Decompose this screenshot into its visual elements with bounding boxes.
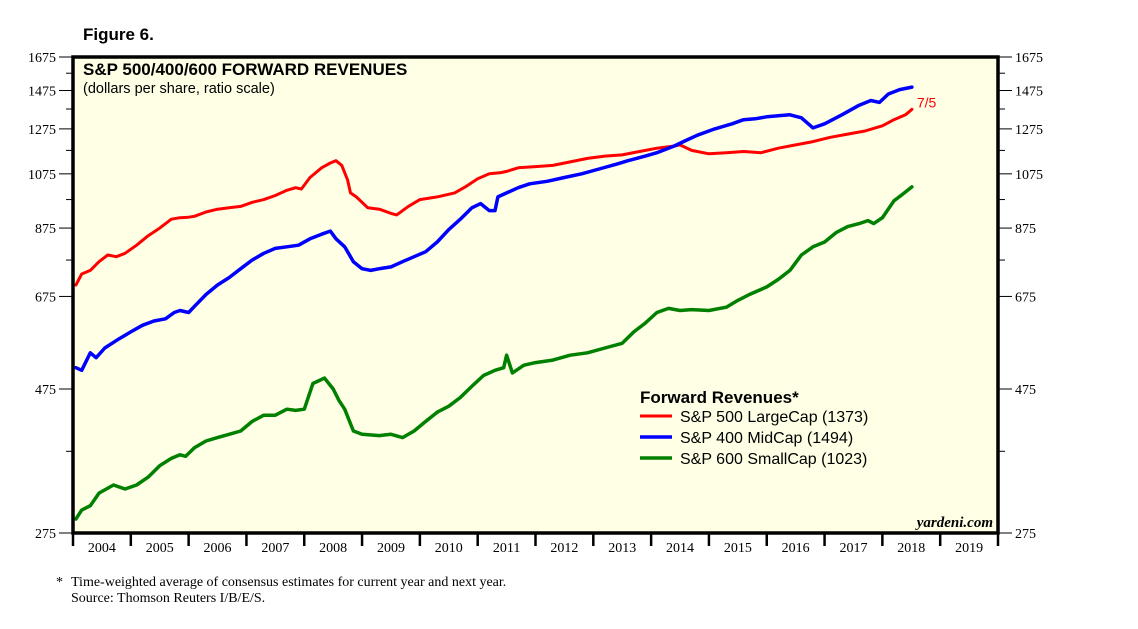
y-tick-label-right: 1075 (1015, 168, 1043, 183)
y-tick-label-left: 1675 (28, 51, 56, 66)
x-tick-label: 2014 (666, 541, 694, 556)
footnote-line-1: Time-weighted average of consensus estim… (71, 575, 506, 590)
y-tick-label-left: 475 (35, 383, 56, 398)
x-tick-label: 2013 (608, 541, 636, 556)
series-line-midcap (74, 85, 914, 373)
legend-label-smallcap: S&P 600 SmallCap (1023) (680, 451, 867, 468)
brand-watermark: yardeni.com (915, 515, 993, 531)
legend: Forward Revenues* S&P 500 LargeCap (1373… (640, 388, 868, 468)
legend-label-largecap: S&P 500 LargeCap (1373) (680, 409, 868, 426)
x-axis: 2004 2005 2006 2007 2008 2009 2010 2011 2012 2013… (71, 533, 1000, 556)
y-tick-label-left: 675 (35, 290, 56, 305)
y-tick-label-right: 475 (1015, 383, 1036, 398)
figure-label: Figure 6. (83, 25, 154, 44)
series-line-smallcap (74, 185, 914, 521)
y-tick-label-left: 1275 (28, 123, 56, 138)
x-tick-label: 2004 (88, 541, 116, 556)
y-tick-label-right: 675 (1015, 290, 1036, 305)
y-axis-right: 275 475 675 875 1075 1275 1475 1675 (998, 51, 1043, 542)
x-tick-label: 2016 (782, 541, 810, 556)
end-date-label: 7/5 (917, 94, 937, 110)
x-tick-label: 2007 (261, 541, 289, 556)
x-tick-label: 2006 (204, 541, 232, 556)
chart-title: S&P 500/400/600 FORWARD REVENUES (83, 60, 407, 79)
y-tick-label-left: 875 (35, 222, 56, 237)
y-tick-label-left: 275 (35, 527, 56, 542)
y-tick-label-right: 275 (1015, 527, 1036, 542)
x-tick-label: 2008 (319, 541, 347, 556)
series-layer (74, 85, 914, 521)
y-tick-label-right: 1275 (1015, 123, 1043, 138)
x-tick-label: 2012 (550, 541, 578, 556)
x-tick-label: 2019 (955, 541, 983, 556)
x-tick-label: 2010 (435, 541, 463, 556)
y-axis-left: 275 475 675 875 1075 1275 1475 1675 (28, 51, 73, 542)
series-line-largecap (74, 107, 914, 287)
x-tick-label: 2009 (377, 541, 405, 556)
y-tick-label-right: 1675 (1015, 51, 1043, 66)
x-tick-label: 2017 (839, 541, 867, 556)
y-tick-label-left: 1475 (28, 84, 56, 99)
plot-frame (71, 55, 1000, 535)
x-tick-label: 2011 (493, 541, 520, 556)
x-tick-label: 2015 (724, 541, 752, 556)
x-tick-label: 2005 (146, 541, 174, 556)
y-tick-label-right: 1475 (1015, 84, 1043, 99)
footnote-line-2: Source: Thomson Reuters I/B/E/S. (71, 591, 265, 606)
y-tick-label-left: 1075 (28, 168, 56, 183)
chart-subtitle: (dollars per share, ratio scale) (83, 81, 275, 97)
x-tick-label: 2018 (897, 541, 925, 556)
y-tick-label-right: 875 (1015, 222, 1036, 237)
legend-label-midcap: S&P 400 MidCap (1494) (680, 430, 853, 447)
footnote-marker: * (56, 575, 63, 590)
legend-title: Forward Revenues* (640, 388, 799, 407)
